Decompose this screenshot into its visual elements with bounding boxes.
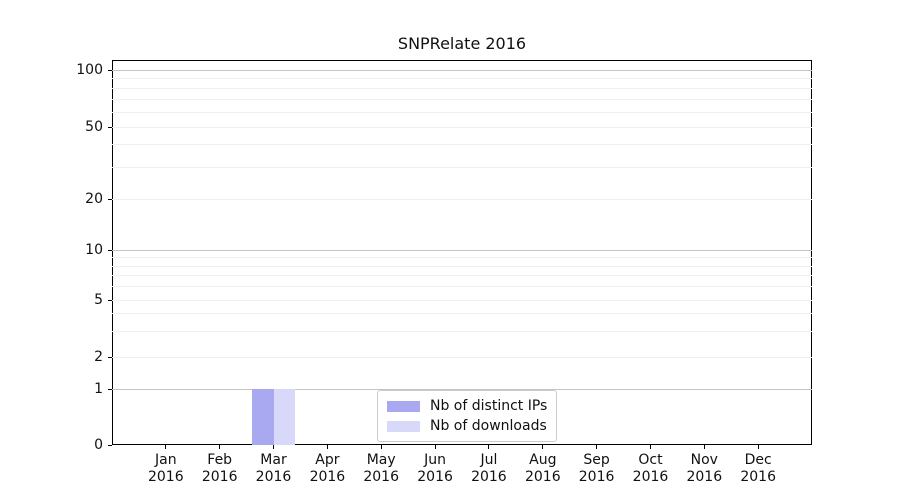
gridline-minor-40	[112, 144, 812, 145]
gridline-minor-5	[112, 299, 812, 301]
x-tick-nov	[703, 445, 705, 449]
x-tick-aug	[542, 445, 544, 449]
y-tick-1	[108, 388, 112, 390]
y-tick-label-1: 1	[94, 381, 103, 397]
legend-swatch	[387, 400, 420, 412]
legend-item-nb-of-downloads: Nb of downloads	[387, 416, 547, 436]
x-tick-label-apr: Apr 2016	[309, 452, 346, 485]
bar-nb-of-distinct-ips-mar	[252, 389, 274, 445]
x-tick-label-aug: Aug 2016	[524, 452, 561, 485]
x-tick-label-may: May 2016	[363, 452, 399, 485]
plot-frame	[112, 60, 812, 445]
x-tick-label-nov: Nov 2016	[686, 452, 723, 485]
gridline-minor-50	[112, 126, 812, 128]
gridline-minor-90	[112, 78, 812, 80]
x-tick-label-oct: Oct 2016	[632, 452, 669, 485]
x-tick-label-jun: Jun 2016	[417, 452, 453, 485]
x-tick-mar	[273, 445, 274, 449]
x-tick-label-feb: Feb 2016	[201, 452, 238, 485]
x-tick-sep	[596, 445, 598, 449]
y-tick-label-20: 20	[85, 191, 103, 207]
x-tick-apr	[326, 445, 328, 449]
gridline-minor-3	[112, 331, 812, 333]
gridline-major-1	[112, 388, 812, 390]
gridline-minor-2	[112, 356, 812, 358]
x-tick-label-jul: Jul 2016	[471, 452, 507, 485]
y-tick-label-10: 10	[85, 242, 103, 258]
gridline-minor-70	[112, 98, 812, 100]
legend-item-nb-of-distinct-ips: Nb of distinct IPs	[387, 396, 547, 416]
gridline-major-100	[112, 69, 812, 71]
plot-area	[112, 60, 812, 445]
x-tick-jan	[165, 445, 167, 449]
x-tick-jul	[488, 445, 490, 449]
gridline-minor-30	[112, 166, 812, 168]
y-tick-50	[108, 126, 112, 128]
gridline-minor-7	[112, 275, 812, 277]
legend-swatch	[387, 420, 420, 432]
gridline-minor-8	[112, 265, 812, 267]
gridline-minor-20	[112, 198, 812, 200]
x-tick-may	[380, 445, 382, 449]
x-tick-oct	[650, 445, 651, 449]
gridline-minor-4	[112, 313, 812, 315]
gridline-major-10	[112, 249, 812, 251]
legend-label: Nb of downloads	[430, 418, 547, 434]
x-tick-feb	[219, 445, 221, 449]
y-tick-0	[108, 444, 112, 446]
y-tick-label-100: 100	[76, 62, 103, 78]
x-tick-jun	[434, 445, 436, 449]
y-tick-2	[108, 356, 112, 358]
x-tick-label-mar: Mar 2016	[255, 452, 292, 485]
y-tick-label-50: 50	[85, 119, 103, 135]
x-tick-label-sep: Sep 2016	[578, 452, 615, 485]
gridline-minor-60	[112, 111, 812, 113]
legend-box: Nb of distinct IPs Nb of downloads	[377, 390, 558, 442]
chart-title: SNPRelate 2016	[397, 34, 527, 53]
gridline-minor-6	[112, 286, 812, 288]
gridline-minor-9	[112, 257, 812, 259]
y-tick-10	[108, 249, 112, 251]
y-tick-label-5: 5	[94, 292, 103, 308]
legend-label: Nb of distinct IPs	[430, 398, 548, 414]
y-tick-100	[108, 69, 112, 71]
x-tick-label-dec: Dec 2016	[740, 452, 776, 485]
gridline-minor-80	[112, 87, 812, 89]
y-tick-5	[108, 299, 112, 301]
bar-nb-of-downloads-mar	[273, 389, 295, 445]
y-tick-label-0: 0	[94, 437, 103, 453]
y-tick-label-2: 2	[94, 349, 103, 365]
x-tick-dec	[757, 445, 759, 449]
x-tick-label-jan: Jan 2016	[147, 452, 184, 485]
y-tick-20	[108, 198, 112, 200]
